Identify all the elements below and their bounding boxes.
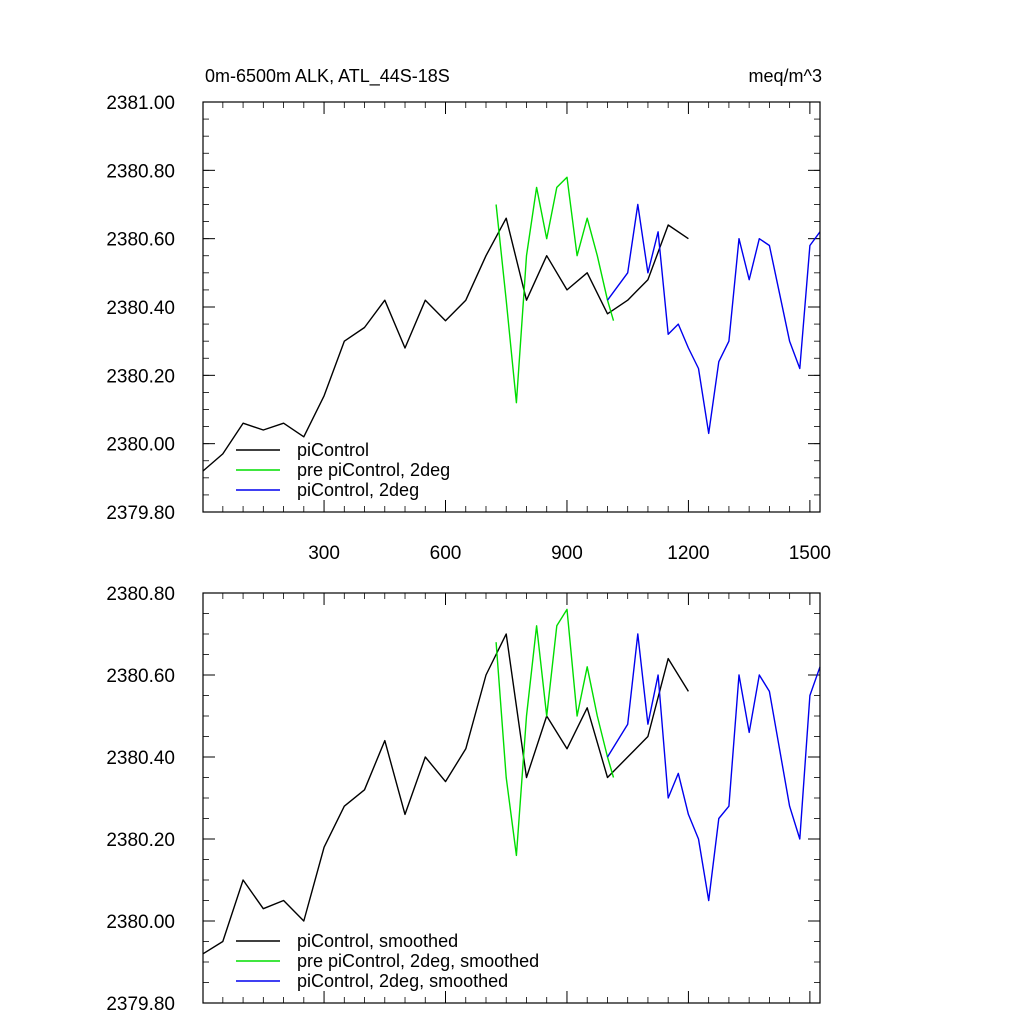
series-line-2 — [606, 203, 821, 435]
y-tick-label: 2380.00 — [106, 912, 175, 933]
top-chart-series — [202, 176, 821, 472]
x-tick-label: 300 — [308, 543, 340, 564]
y-tick-label: 2380.20 — [106, 830, 175, 851]
series-line-1 — [495, 176, 615, 404]
y-tick-label: 2380.20 — [106, 366, 175, 387]
series-line-2 — [606, 633, 821, 902]
bottom-chart-ticks: 2379.80 2380.00 2380.20 2380.40 2380.60 2380.… — [106, 584, 820, 1015]
series-line-0 — [202, 217, 689, 472]
y-tick-label: 2381.00 — [106, 93, 175, 114]
y-tick-label: 2380.60 — [106, 666, 175, 687]
top-chart-panel: 0m-6500m ALK, ATL_44S-18S meq/m^3 2379.8… — [106, 66, 831, 564]
y-tick-label: 2380.40 — [106, 298, 175, 319]
legend-label: piControl — [297, 440, 369, 460]
top-chart-ticks: 2379.80 2380.00 2380.20 2380.40 2380.60 2380.… — [106, 93, 831, 564]
y-tick-label: 2380.00 — [106, 435, 175, 456]
x-tick-label: 1200 — [667, 543, 709, 564]
series-line-1 — [495, 608, 615, 857]
bottom-chart-series — [202, 608, 821, 955]
chart-title: 0m-6500m ALK, ATL_44S-18S — [205, 66, 450, 87]
bottom-chart-panel: 2379.80 2380.00 2380.20 2380.40 2380.60 2380.… — [106, 584, 821, 1015]
y-tick-label: 2380.40 — [106, 748, 175, 769]
chart-units: meq/m^3 — [749, 66, 822, 86]
y-tick-label: 2380.60 — [106, 230, 175, 251]
series-line-0 — [202, 633, 689, 955]
legend-label: pre piControl, 2deg, smoothed — [297, 951, 539, 971]
x-tick-label: 1500 — [789, 543, 831, 564]
legend-label: pre piControl, 2deg — [297, 460, 450, 480]
y-tick-label: 2379.80 — [106, 503, 175, 524]
y-tick-label: 2380.80 — [106, 584, 175, 605]
top-chart-frame — [202, 101, 821, 513]
bottom-chart-frame — [202, 592, 821, 1004]
legend-label: piControl, 2deg — [297, 480, 419, 500]
legend-label: piControl, smoothed — [297, 931, 458, 951]
y-tick-label: 2379.80 — [106, 994, 175, 1015]
x-tick-label: 900 — [551, 543, 583, 564]
legend-label: piControl, 2deg, smoothed — [297, 971, 508, 991]
y-tick-label: 2380.80 — [106, 161, 175, 182]
x-tick-label: 600 — [430, 543, 462, 564]
